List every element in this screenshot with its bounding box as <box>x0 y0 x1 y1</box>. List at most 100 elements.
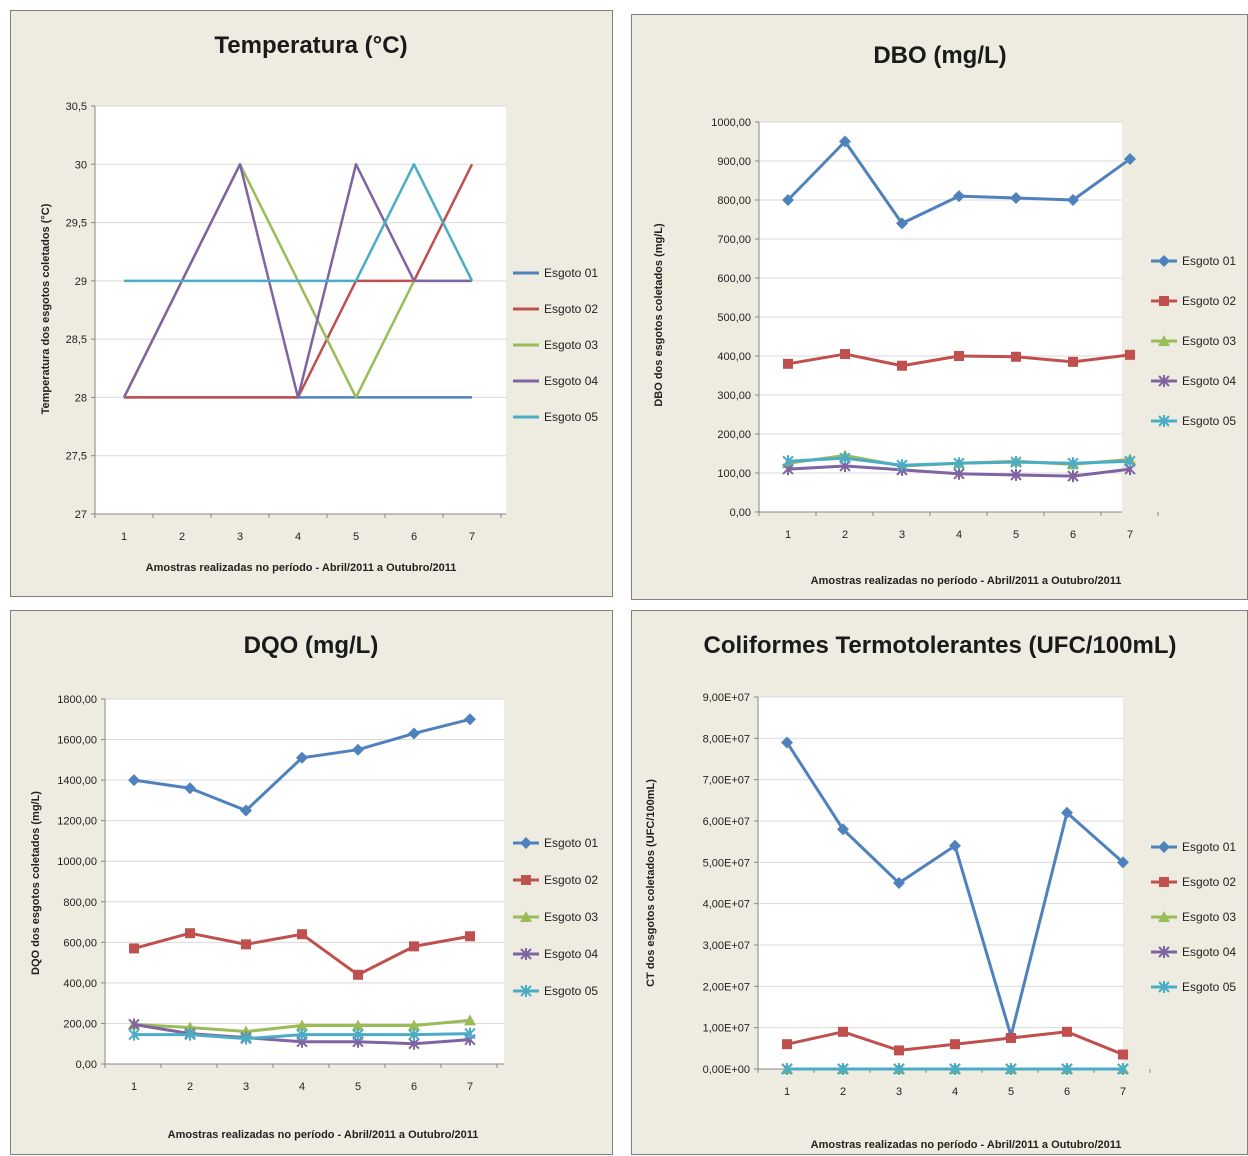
y-tick-label: 28,5 <box>66 334 87 346</box>
coliform-chart-panel: Coliformes Termotolerantes (UFC/100mL) 0,… <box>631 610 1248 1155</box>
y-tick-label: 1200,00 <box>57 816 97 828</box>
y-tick-label: 800,00 <box>63 897 97 909</box>
data-point <box>954 351 964 361</box>
legend-label: Esgoto 01 <box>544 836 598 850</box>
legend-item: Esgoto 03 <box>513 910 598 924</box>
data-point <box>1006 1033 1016 1043</box>
legend-item: Esgoto 05 <box>513 410 598 424</box>
legend-marker <box>521 875 531 885</box>
legend-marker <box>1158 255 1170 267</box>
x-tick-label: 6 <box>411 1081 417 1093</box>
legend-label: Esgoto 04 <box>544 374 598 388</box>
data-point <box>240 804 252 817</box>
data-point <box>838 1026 848 1037</box>
data-point <box>1117 1063 1129 1075</box>
series-1 <box>128 713 476 817</box>
data-point <box>464 1027 476 1040</box>
y-tick-label: 3,00E+07 <box>703 940 750 952</box>
data-point <box>352 1019 364 1031</box>
y-tick-label: 1000,00 <box>57 856 97 868</box>
legend-label: Esgoto 03 <box>544 910 598 924</box>
legend-label: Esgoto 01 <box>544 266 598 280</box>
data-point <box>408 1019 420 1031</box>
data-point <box>408 1028 420 1041</box>
data-point <box>297 929 307 940</box>
x-tick-label: 3 <box>896 1086 902 1098</box>
data-point <box>782 1039 792 1050</box>
coliform-chart: Coliformes Termotolerantes (UFC/100mL) 0,… <box>645 632 1236 1151</box>
x-tick-label: 4 <box>299 1081 305 1093</box>
y-tick-label: 500,00 <box>717 312 751 324</box>
data-point <box>840 349 850 360</box>
legend-marker <box>520 948 532 960</box>
legend-label: Esgoto 02 <box>544 873 598 887</box>
x-tick-label: 1 <box>121 531 127 543</box>
data-point <box>782 455 794 468</box>
legend-marker <box>1159 296 1169 306</box>
data-point <box>296 1028 308 1041</box>
y-axis-title: DQO dos esgotos coletados (mg/L) <box>30 791 42 975</box>
series-2 <box>783 349 1135 371</box>
x-axis-title: Amostras realizadas no período - Abril/2… <box>811 575 1122 587</box>
y-tick-label: 0,00 <box>730 507 751 519</box>
data-point <box>1010 468 1022 481</box>
y-tick-label: 30 <box>75 159 87 171</box>
data-point <box>949 1063 961 1075</box>
x-tick-label: 4 <box>295 531 301 543</box>
data-point <box>837 1063 849 1075</box>
legend-item: Esgoto 03 <box>513 338 598 352</box>
data-point <box>1124 455 1136 468</box>
y-tick-label: 600,00 <box>63 937 97 949</box>
x-tick-label: 7 <box>1127 529 1133 541</box>
y-tick-label: 300,00 <box>717 390 751 402</box>
data-point <box>240 1032 252 1045</box>
dbo-chart-panel: DBO (mg/L) 0,00 100,00 200,00 300,00 400,00 50… <box>631 14 1248 600</box>
y-tick-label: 7,00E+07 <box>703 775 750 787</box>
legend-item: Esgoto 01 <box>513 266 598 280</box>
data-point <box>1068 356 1078 367</box>
legend-label: Esgoto 02 <box>1182 294 1236 308</box>
x-axis-title: Amostras realizadas no período - Abril/2… <box>146 562 457 574</box>
legend-label: Esgoto 05 <box>1182 414 1236 428</box>
x-tick-label: 1 <box>785 529 791 541</box>
y-tick-label: 800,00 <box>717 195 751 207</box>
x-tick-label: 5 <box>353 531 359 543</box>
legend-item: Esgoto 05 <box>513 984 598 998</box>
legend-item: Esgoto 03 <box>1151 334 1236 348</box>
y-tick-label: 0,00 <box>76 1059 97 1071</box>
x-tick-label: 7 <box>469 531 475 543</box>
legend-marker <box>1158 911 1170 922</box>
data-point <box>893 1063 905 1075</box>
y-tick-label: 1000,00 <box>711 117 751 129</box>
chart-title: Coliformes Termotolerantes (UFC/100mL) <box>704 632 1177 659</box>
data-point <box>1118 1049 1128 1060</box>
data-point <box>782 194 794 206</box>
y-tick-label: 4,00E+07 <box>703 899 750 911</box>
legend-label: Esgoto 01 <box>1182 254 1236 268</box>
data-point <box>1124 153 1136 166</box>
y-tick-label: 1600,00 <box>57 735 97 747</box>
legend-marker <box>1158 335 1170 346</box>
y-tick-label: 27 <box>75 509 87 521</box>
legend-item: Esgoto 01 <box>1151 254 1236 268</box>
data-point <box>839 135 851 148</box>
legend-item: Esgoto 02 <box>1151 875 1236 889</box>
plot-area <box>95 106 506 514</box>
legend-item: Esgoto 01 <box>513 836 598 850</box>
y-tick-label: 8,00E+07 <box>703 733 750 745</box>
data-point <box>839 452 851 465</box>
data-point <box>241 939 251 950</box>
legend-label: Esgoto 04 <box>1182 374 1236 388</box>
legend-item: Esgoto 04 <box>513 947 598 961</box>
x-tick-label: 7 <box>467 1081 473 1093</box>
data-point <box>128 774 140 787</box>
data-point <box>128 1018 140 1031</box>
y-tick-label: 6,00E+07 <box>703 816 750 828</box>
data-point <box>781 736 793 749</box>
x-tick-label: 3 <box>243 1081 249 1093</box>
data-point <box>897 360 907 371</box>
y-tick-label: 0,00E+00 <box>703 1064 750 1076</box>
x-tick-label: 2 <box>840 1086 846 1098</box>
data-point <box>184 1028 196 1041</box>
series-5 <box>124 163 474 283</box>
